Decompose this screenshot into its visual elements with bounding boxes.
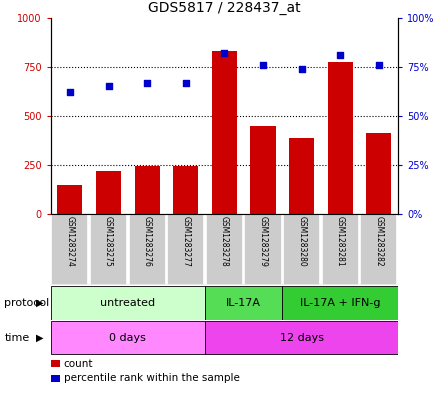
Text: GSM1283275: GSM1283275 — [104, 216, 113, 267]
Text: GSM1283279: GSM1283279 — [259, 216, 268, 267]
Bar — [90, 214, 127, 285]
Bar — [205, 286, 282, 320]
Bar — [51, 321, 205, 354]
Bar — [322, 214, 359, 285]
Bar — [206, 214, 243, 285]
Text: untreated: untreated — [100, 298, 155, 308]
Text: GSM1283277: GSM1283277 — [181, 216, 190, 267]
Bar — [212, 51, 237, 214]
Bar — [367, 132, 392, 214]
Text: protocol: protocol — [4, 298, 50, 308]
Bar — [289, 138, 314, 214]
Text: GSM1283282: GSM1283282 — [374, 216, 383, 267]
Bar — [283, 214, 320, 285]
Text: GSM1283274: GSM1283274 — [66, 216, 74, 267]
Text: percentile rank within the sample: percentile rank within the sample — [64, 373, 240, 384]
Bar — [245, 214, 282, 285]
Text: 12 days: 12 days — [280, 332, 324, 343]
Point — [375, 62, 382, 68]
Text: time: time — [4, 332, 29, 343]
Text: count: count — [64, 358, 93, 369]
Point — [105, 83, 112, 90]
Point — [260, 62, 267, 68]
Text: GSM1283281: GSM1283281 — [336, 216, 345, 267]
Point — [182, 79, 189, 86]
Title: GDS5817 / 228437_at: GDS5817 / 228437_at — [148, 1, 301, 15]
Point — [298, 66, 305, 72]
Bar — [328, 62, 353, 214]
Bar — [135, 166, 160, 214]
Bar — [167, 214, 204, 285]
Bar — [282, 286, 398, 320]
Bar — [128, 214, 166, 285]
Point — [143, 79, 150, 86]
Bar — [173, 166, 198, 214]
Bar — [57, 185, 82, 214]
Bar — [205, 321, 398, 354]
Text: IL-17A + IFN-g: IL-17A + IFN-g — [300, 298, 381, 308]
Point — [221, 50, 228, 56]
Bar — [51, 214, 88, 285]
Text: GSM1283276: GSM1283276 — [143, 216, 152, 267]
Text: GSM1283280: GSM1283280 — [297, 216, 306, 267]
Text: 0 days: 0 days — [110, 332, 146, 343]
Text: ▶: ▶ — [36, 298, 44, 308]
Bar — [51, 286, 205, 320]
Bar — [250, 126, 275, 214]
Text: ▶: ▶ — [36, 332, 44, 343]
Text: IL-17A: IL-17A — [226, 298, 261, 308]
Point — [337, 52, 344, 58]
Bar — [96, 171, 121, 214]
Text: GSM1283278: GSM1283278 — [220, 216, 229, 267]
Bar — [360, 214, 397, 285]
Point — [66, 89, 73, 95]
